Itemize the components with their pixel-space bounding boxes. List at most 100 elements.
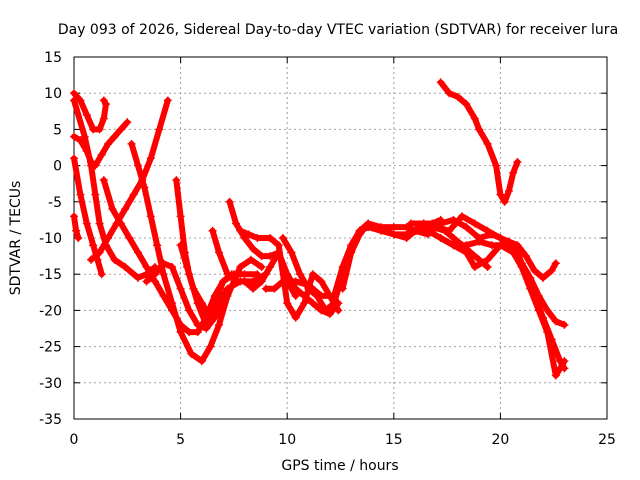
data-point	[95, 125, 104, 134]
y-tick-label: 0	[53, 159, 62, 175]
data-point	[159, 259, 168, 268]
data-point	[225, 197, 234, 206]
data-point	[317, 277, 326, 286]
data-point	[261, 284, 270, 293]
y-tick-label: -20	[39, 303, 62, 319]
data-point	[560, 357, 569, 366]
data-point	[80, 132, 89, 141]
data-point	[206, 342, 215, 351]
y-tick-label: 5	[53, 122, 62, 138]
data-point	[89, 241, 98, 250]
data-point	[453, 92, 462, 101]
x-tick-label: 10	[278, 432, 296, 448]
data-point	[140, 183, 149, 192]
data-point	[151, 277, 160, 286]
data-point	[153, 241, 162, 250]
data-point	[95, 219, 104, 228]
data-point	[99, 176, 108, 185]
data-point	[70, 212, 78, 221]
data-point	[266, 234, 275, 242]
data-point	[551, 317, 560, 326]
y-tick-label: -10	[39, 231, 62, 247]
data-point	[159, 291, 168, 300]
data-point	[240, 270, 249, 279]
data-point	[249, 277, 258, 286]
data-point	[155, 125, 164, 134]
data-point	[266, 262, 275, 271]
data-point	[496, 241, 505, 250]
y-tick-label: 15	[44, 50, 62, 66]
data-point	[185, 328, 194, 337]
chart-title: Day 093 of 2026, Sidereal Day-to-day VTE…	[58, 22, 618, 38]
data-point	[338, 284, 347, 293]
data-point	[253, 234, 262, 242]
data-point	[406, 219, 415, 228]
data-point	[236, 262, 245, 271]
data-point	[87, 161, 96, 170]
data-point	[182, 262, 191, 271]
data-point	[355, 226, 364, 235]
data-point	[334, 306, 343, 315]
data-point	[347, 248, 356, 257]
data-point	[193, 320, 202, 329]
data-point	[509, 248, 518, 257]
data-point	[129, 190, 138, 199]
data-point	[176, 284, 185, 293]
data-point	[411, 226, 420, 235]
data-point	[95, 248, 104, 257]
series-pass-17	[339, 216, 559, 292]
series-pass-21	[437, 79, 521, 205]
data-point	[257, 277, 266, 286]
data-point	[560, 320, 569, 329]
data-point	[321, 306, 330, 315]
y-tick-label: -35	[39, 412, 62, 428]
data-point	[257, 252, 266, 261]
data-point	[168, 306, 177, 315]
data-point	[436, 234, 445, 242]
data-point	[492, 161, 501, 170]
data-point	[308, 270, 317, 279]
data-point	[470, 219, 479, 228]
data-point	[419, 219, 428, 228]
x-tick-label: 5	[176, 432, 185, 448]
data-point	[287, 248, 296, 257]
plot-area: 0 5 10 15 20 25 -35 -30 -25 -20 -15 -10 -5 0 5 10 15	[39, 50, 616, 448]
x-tick-label: 15	[385, 432, 403, 448]
data-point	[232, 219, 241, 228]
data-point	[483, 139, 492, 148]
data-point	[121, 262, 130, 271]
data-point	[530, 266, 539, 275]
data-point	[462, 100, 471, 109]
data-point	[176, 320, 185, 329]
data-point	[223, 270, 232, 279]
data-point	[244, 230, 253, 239]
data-point	[70, 96, 78, 105]
data-point	[82, 219, 91, 228]
data-point	[496, 234, 505, 242]
data-point	[539, 273, 548, 282]
data-point	[232, 277, 241, 286]
data-point	[110, 132, 119, 141]
data-point	[330, 299, 339, 308]
data-point	[97, 150, 106, 159]
data-point	[176, 241, 185, 250]
data-point	[445, 89, 454, 98]
data-point	[377, 223, 386, 232]
data-point	[423, 226, 432, 235]
data-point	[99, 114, 108, 123]
data-point	[214, 299, 223, 308]
x-tick-label: 25	[598, 432, 616, 448]
data-point	[99, 96, 108, 105]
data-point	[513, 241, 522, 250]
data-point	[257, 262, 266, 271]
data-point	[278, 234, 287, 242]
data-point	[543, 328, 552, 337]
data-point	[304, 281, 313, 290]
series-pass-9	[143, 260, 227, 332]
data-point	[70, 154, 78, 163]
data-point	[121, 205, 130, 214]
data-point	[389, 223, 398, 232]
data-point	[142, 262, 151, 271]
data-point	[449, 234, 458, 242]
